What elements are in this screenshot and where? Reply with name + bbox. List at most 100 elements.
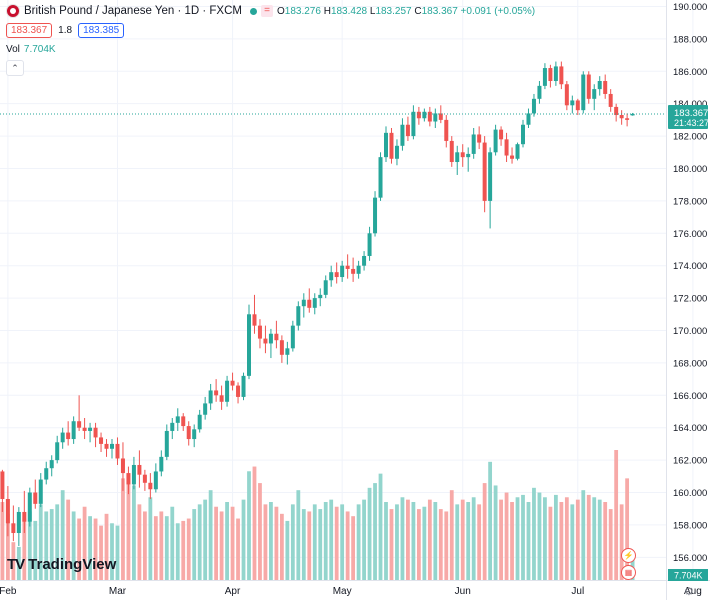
candle-body	[257, 325, 262, 339]
brand-name: TradingView	[28, 556, 117, 573]
candle-body	[515, 144, 520, 159]
volume-bar	[537, 492, 542, 580]
volume-bar	[115, 525, 120, 580]
candle-body	[115, 443, 120, 459]
volume-bar	[258, 483, 262, 580]
candle-body	[356, 265, 361, 274]
candle-body	[93, 427, 98, 438]
open-value: 183.276	[284, 5, 321, 17]
candle-body	[416, 111, 421, 119]
volume-bar	[0, 502, 5, 580]
lightning-icon[interactable]: ⚡	[621, 548, 636, 563]
candle-body	[181, 416, 186, 427]
volume-bar	[340, 504, 345, 580]
volume-bar	[197, 504, 202, 580]
candle-body	[27, 492, 32, 522]
last-price-box	[668, 104, 708, 129]
volume-bar	[471, 497, 476, 580]
candle-body	[542, 68, 547, 86]
volume-bar	[208, 490, 213, 580]
buy-button[interactable]: 183.385	[78, 23, 125, 38]
candle-body	[71, 421, 76, 440]
volume-bar	[619, 504, 624, 580]
candle-body	[384, 132, 388, 158]
volume-bar	[482, 483, 487, 580]
volume-bar	[488, 461, 493, 580]
high-value: 183.428	[330, 5, 368, 17]
volume-bar	[170, 506, 175, 580]
volume-legend: Vol 7.704K	[6, 44, 56, 55]
symbol-title[interactable]: British Pound / Japanese Yen · 1D · FXCM	[24, 5, 242, 17]
candle-body	[537, 85, 542, 99]
candle-body	[389, 132, 394, 159]
candle-body	[362, 255, 367, 266]
candle-body	[225, 380, 230, 402]
candle-body	[531, 98, 536, 114]
volume-bar	[427, 499, 432, 580]
volume-bar	[411, 502, 416, 580]
candle-body	[394, 145, 399, 159]
candle-body	[148, 482, 153, 490]
candle-body	[526, 113, 531, 125]
volume-bar	[241, 499, 246, 580]
candle-body	[466, 153, 471, 158]
candle-body	[252, 314, 257, 326]
candle-body	[153, 471, 158, 490]
candle-body	[378, 157, 383, 198]
gear-icon[interactable]: ⚙	[684, 586, 694, 598]
volume-bar	[608, 509, 613, 580]
candle-body	[99, 437, 104, 444]
volume-bar	[526, 502, 531, 580]
candle-body	[592, 89, 597, 99]
candle-body	[142, 474, 147, 483]
candle-body	[11, 523, 16, 534]
candle-body	[186, 426, 191, 440]
candle-body	[373, 197, 378, 234]
volume-bar	[345, 511, 350, 580]
sell-button[interactable]: 183.367	[6, 23, 53, 38]
close-value: 183.367	[421, 5, 458, 17]
volume-bar	[438, 509, 443, 580]
candle-body	[131, 464, 136, 485]
volume-bar	[378, 473, 383, 580]
volume-bar	[400, 497, 405, 580]
y-tick-label: 176.000	[673, 229, 707, 240]
low-label: L	[369, 5, 376, 17]
calendar-icon[interactable]: ▦	[621, 565, 636, 580]
volume-value: 7.704K	[23, 44, 56, 55]
volume-bar	[33, 520, 38, 580]
candle-body	[170, 422, 175, 431]
volume-bar	[373, 483, 377, 580]
volume-bar	[351, 516, 356, 580]
volume-bar	[515, 497, 520, 580]
tradingview-logo[interactable]: TV TradingView	[7, 556, 116, 573]
candle-body	[581, 74, 586, 111]
candle-body	[290, 325, 295, 349]
candle-body	[438, 113, 443, 120]
candle-body	[214, 390, 219, 396]
collapse-chevron-icon[interactable]: ⌃	[6, 60, 24, 76]
candle-body	[22, 511, 27, 522]
candle-body	[312, 298, 317, 308]
x-tick-label: Apr	[225, 586, 241, 597]
candle-body	[247, 314, 251, 376]
y-tick-label: 186.000	[673, 67, 707, 78]
volume-bar	[219, 511, 224, 580]
volume-bar	[5, 513, 10, 580]
volume-bar	[493, 485, 498, 580]
candle-body	[33, 492, 38, 504]
spread-value: 1.8	[58, 25, 73, 36]
candle-body	[285, 348, 290, 355]
eq-icon[interactable]: =	[260, 5, 273, 17]
x-tick-label: Jul	[571, 586, 584, 597]
candle-body	[433, 113, 438, 122]
y-tick-label: 180.000	[673, 164, 707, 175]
chart-header: British Pound / Japanese Yen · 1D · FXCM…	[6, 4, 535, 18]
volume-bar	[603, 502, 608, 580]
ohlc-readout: O183.276 H183.428 L183.257 C183.367 +0.0…	[277, 6, 535, 17]
candle-body	[449, 140, 454, 163]
candle-body	[126, 473, 131, 485]
countdown-label: 21:43:27	[674, 118, 709, 128]
